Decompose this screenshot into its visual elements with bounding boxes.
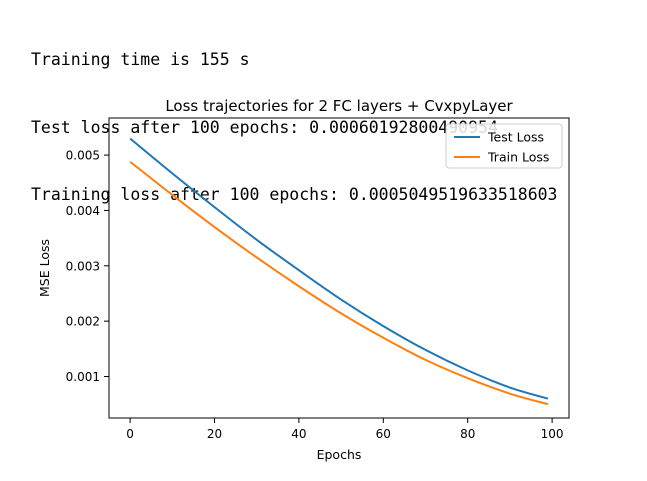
console-output: Training time is 155 s Test loss after 1… bbox=[31, 4, 558, 229]
series-line-test-loss bbox=[129, 137, 549, 400]
plot-area: 0 20 40 60 80 100 0.001 0.002 0.003 0.004 0.005 bbox=[66, 137, 564, 441]
chart-title: Loss trajectories for 2 FC layers + Cvxp… bbox=[165, 97, 513, 115]
x-tick-label: 60 bbox=[376, 427, 391, 441]
console-line-train-loss: Training loss after 100 epochs: 0.000504… bbox=[31, 185, 558, 204]
y-tick-label: 0.003 bbox=[66, 259, 100, 273]
x-tick-label: 0 bbox=[126, 427, 134, 441]
y-tick-label: 0.005 bbox=[66, 149, 100, 163]
y-tick-label: 0.001 bbox=[66, 370, 100, 384]
x-tick-label: 20 bbox=[207, 427, 222, 441]
x-tick-label: 100 bbox=[541, 427, 564, 441]
legend-label: Train Loss bbox=[487, 150, 549, 165]
x-tick-label: 40 bbox=[291, 427, 306, 441]
legend-label: Test Loss bbox=[487, 130, 544, 145]
y-tick-label: 0.004 bbox=[66, 204, 100, 218]
y-axis-label: MSE Loss bbox=[37, 239, 52, 297]
y-tick-label: 0.002 bbox=[66, 315, 100, 329]
console-line-test-loss: Test loss after 100 epochs: 0.0006019280… bbox=[31, 117, 498, 137]
console-line-training-time: Training time is 155 s bbox=[31, 50, 250, 69]
series-line-train-loss bbox=[129, 160, 549, 406]
plot-frame bbox=[108, 117, 570, 419]
x-axis-label: Epochs bbox=[317, 447, 362, 462]
legend: Test Loss Train Loss bbox=[445, 123, 563, 169]
x-tick-label: 80 bbox=[460, 427, 475, 441]
